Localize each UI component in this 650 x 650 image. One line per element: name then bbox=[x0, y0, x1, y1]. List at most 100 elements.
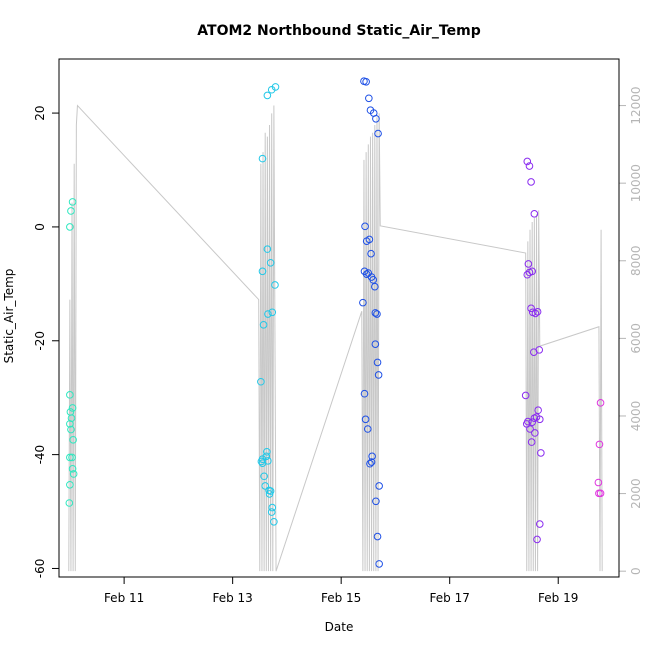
data-point bbox=[266, 258, 275, 267]
data-point bbox=[262, 452, 271, 461]
data-point bbox=[268, 308, 277, 317]
series-flight-5 bbox=[594, 399, 605, 498]
data-point bbox=[371, 309, 380, 317]
data-point bbox=[373, 358, 382, 367]
data-point bbox=[528, 267, 536, 276]
data-point bbox=[533, 307, 542, 316]
series-flight-4 bbox=[521, 157, 545, 544]
data-point bbox=[268, 503, 277, 512]
data-point bbox=[362, 77, 370, 86]
y-tick-label: 20 bbox=[33, 105, 47, 120]
data-point bbox=[67, 414, 76, 422]
data-point bbox=[369, 276, 377, 284]
data-point bbox=[66, 453, 74, 462]
data-point bbox=[534, 406, 542, 415]
y2-tick-label: 6000 bbox=[629, 323, 643, 354]
data-point bbox=[533, 535, 541, 544]
data-point bbox=[359, 298, 367, 307]
data-point bbox=[266, 487, 275, 495]
data-point bbox=[367, 458, 376, 466]
series-flight-1 bbox=[65, 198, 78, 507]
x-axis-label: Date bbox=[325, 620, 354, 634]
data-point bbox=[259, 321, 268, 329]
y-axis-label: Static_Air_Temp bbox=[2, 269, 16, 364]
data-point bbox=[67, 425, 75, 434]
data-point bbox=[527, 304, 535, 313]
data-point bbox=[263, 447, 271, 456]
data-point bbox=[260, 472, 268, 481]
x-tick-label: Feb 15 bbox=[321, 591, 361, 605]
data-point bbox=[366, 459, 374, 468]
data-point bbox=[68, 198, 77, 206]
data-point bbox=[595, 440, 604, 449]
y2-tick-label: 12000 bbox=[629, 86, 643, 124]
data-point bbox=[372, 114, 380, 123]
data-point bbox=[374, 129, 382, 138]
data-point bbox=[524, 417, 532, 426]
data-point bbox=[66, 391, 74, 399]
data-point bbox=[66, 480, 74, 489]
data-point bbox=[363, 425, 372, 433]
data-point bbox=[261, 482, 270, 490]
axes-layer: Feb 11 Feb 13 Feb 15 Feb 17 Feb 19 -60 -40 -20 0… bbox=[33, 86, 643, 605]
series-flight-3 bbox=[359, 77, 383, 568]
data-point bbox=[374, 371, 383, 379]
data-point bbox=[263, 91, 272, 100]
y2-tick-label: 2000 bbox=[629, 478, 643, 509]
data-point bbox=[258, 154, 267, 163]
y2-tick-label: 0 bbox=[629, 567, 643, 575]
data-point bbox=[271, 83, 280, 91]
data-point bbox=[527, 178, 535, 186]
data-point bbox=[69, 470, 78, 478]
data-point bbox=[66, 223, 74, 231]
data-point bbox=[263, 245, 272, 253]
data-point bbox=[68, 453, 76, 462]
data-point bbox=[537, 449, 545, 457]
data-point bbox=[69, 436, 77, 444]
data-point bbox=[523, 157, 532, 166]
data-point bbox=[365, 235, 374, 244]
data-point bbox=[531, 429, 539, 437]
series-flight-2 bbox=[257, 83, 280, 526]
x-tick-label: Feb 13 bbox=[212, 591, 252, 605]
data-point bbox=[531, 309, 540, 318]
y2-tick-label: 8000 bbox=[629, 245, 643, 276]
data-point bbox=[267, 508, 276, 516]
data-point bbox=[521, 391, 530, 400]
data-point bbox=[361, 415, 370, 424]
data-point bbox=[528, 418, 536, 426]
data-point bbox=[367, 249, 375, 258]
x-tick-label: Feb 17 bbox=[430, 591, 470, 605]
data-point bbox=[271, 281, 279, 289]
data-point bbox=[264, 457, 272, 465]
data-point bbox=[360, 389, 369, 398]
x-tick-label: Feb 11 bbox=[104, 591, 144, 605]
data-point bbox=[526, 425, 534, 433]
data-point bbox=[527, 438, 536, 446]
data-point bbox=[594, 478, 603, 487]
altitude-line-layer bbox=[68, 104, 603, 572]
data-point bbox=[270, 517, 278, 526]
data-point bbox=[596, 489, 605, 498]
y-tick-label: -20 bbox=[33, 331, 47, 351]
data-point bbox=[258, 267, 267, 276]
data-point bbox=[361, 222, 369, 231]
chart-title: ATOM2 Northbound Static_Air_Temp bbox=[197, 23, 480, 39]
x-tick-label: Feb 19 bbox=[538, 591, 578, 605]
data-point bbox=[257, 377, 265, 386]
altitude-line bbox=[68, 104, 603, 572]
data-point bbox=[535, 346, 544, 354]
data-point bbox=[368, 452, 376, 461]
data-point bbox=[375, 560, 383, 568]
data-point bbox=[264, 310, 272, 318]
data-point bbox=[371, 282, 379, 291]
y2-tick-label: 10000 bbox=[629, 164, 643, 202]
data-point bbox=[371, 340, 380, 348]
y2-tick-label: 4000 bbox=[629, 401, 643, 432]
data-points-layer bbox=[65, 77, 605, 568]
data-point bbox=[373, 532, 382, 541]
plot-frame bbox=[58, 58, 620, 578]
data-point bbox=[67, 207, 75, 215]
data-point bbox=[65, 499, 74, 507]
